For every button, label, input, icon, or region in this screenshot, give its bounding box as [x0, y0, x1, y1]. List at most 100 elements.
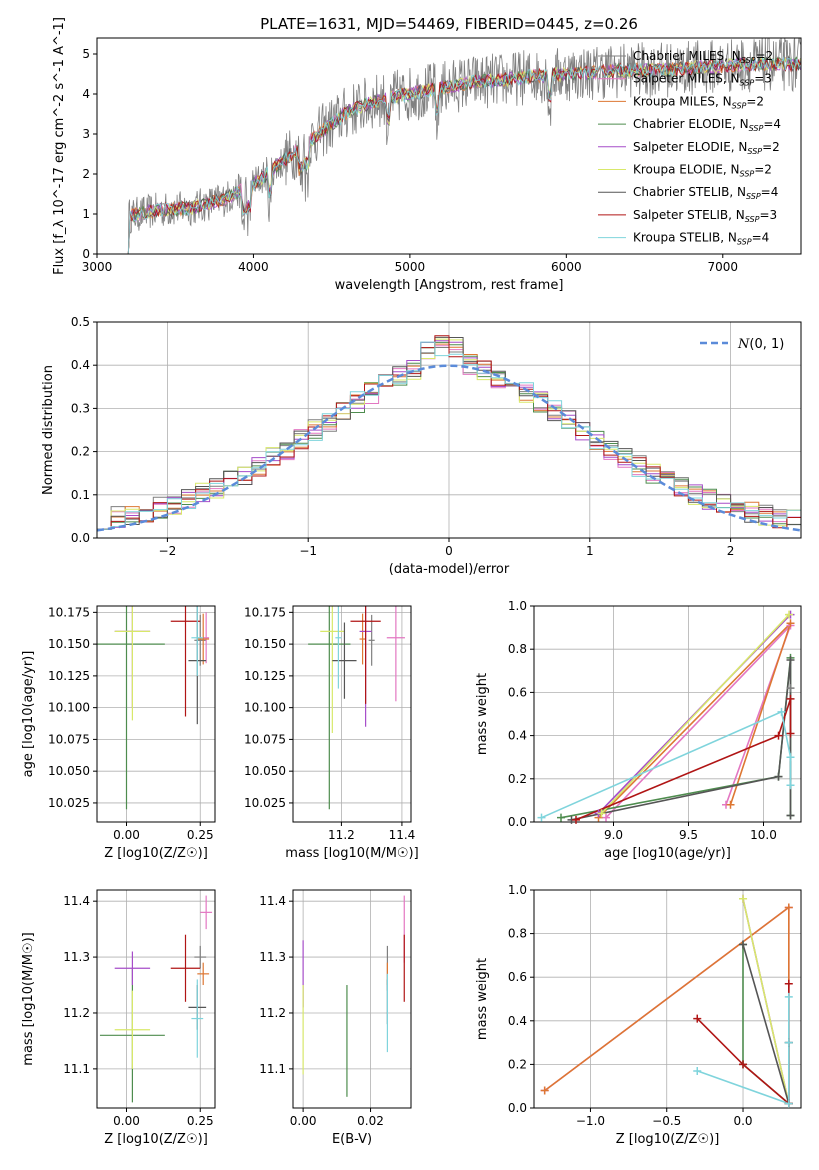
weight-marker-8 — [777, 707, 786, 716]
legend-entry: Salpeter STELIB, NSSP=3 — [633, 208, 777, 224]
weight-line-6 — [742, 944, 790, 1104]
plot-area — [127, 38, 801, 254]
y-tick-label: 0.6 — [508, 970, 527, 984]
y-tick-label: 10.125 — [48, 669, 90, 683]
y-tick-label: 0.2 — [508, 772, 527, 786]
weight-marker-8 — [786, 753, 795, 762]
y-tick-label: 0.5 — [71, 315, 90, 329]
residual-legend: N(0, 1) — [700, 337, 784, 352]
y-tick-label: 0.8 — [508, 642, 527, 656]
age-weight-plot: 9.0 9.5 10.0 0.0 0.2 0.4 0.6 0.8 1.0 age [log10(a… — [475, 599, 802, 861]
legend-entry: Chabrier STELIB, NSSP=4 — [633, 185, 778, 201]
legend-entry: Chabrier ELODIE, NSSP=4 — [633, 117, 781, 133]
y-tick-label: 0.8 — [508, 927, 527, 941]
y-tick-label: 10.050 — [244, 764, 286, 778]
spectrum-legend: Chabrier MILES, NSSP=2 Salpeter MILES, NS… — [598, 49, 781, 247]
x-axis-label: Z [log10(Z/Z☉)] — [616, 1132, 720, 1147]
normal-curve — [97, 364, 801, 532]
y-tick-label: 0.0 — [71, 531, 90, 545]
weight-marker-8 — [537, 813, 546, 822]
axes-frame — [96, 37, 802, 255]
y-tick-label: 1 — [82, 207, 90, 221]
weight-marker-8 — [784, 992, 793, 1001]
y-tick-label: 0.4 — [508, 729, 527, 743]
weight-marker-8 — [784, 1099, 793, 1108]
y-tick-label: 11.3 — [63, 950, 90, 964]
x-tick-label: 5000 — [395, 260, 426, 274]
x-tick-label: 0.00 — [290, 1114, 317, 1128]
y-axis-label: Normed distribution — [41, 365, 56, 495]
x-tick-label: 11.4 — [389, 828, 416, 842]
y-tick-label: 10.150 — [244, 637, 286, 651]
y-tick-label: 10.125 — [244, 669, 286, 683]
x-tick-label: 3000 — [82, 260, 113, 274]
legend-entry: Salpeter MILES, NSSP=3 — [633, 72, 772, 88]
weight-marker-8 — [784, 1038, 793, 1047]
x-tick-label: 6000 — [551, 260, 582, 274]
plot-area — [302, 895, 405, 1097]
legend-entry: Chabrier MILES, NSSP=2 — [633, 49, 773, 65]
y-tick-label: 0.0 — [508, 1101, 527, 1115]
y-tick-label: 11.3 — [259, 950, 286, 964]
x-tick-label: 0 — [445, 544, 453, 558]
x-tick-label: 0.02 — [357, 1114, 384, 1128]
x-tick-label: 0.0 — [733, 1114, 752, 1128]
x-axis-label: Z [log10(Z/Z☉)] — [104, 1132, 208, 1147]
observed-spectrum — [127, 38, 801, 254]
weight-marker-8 — [786, 781, 795, 790]
histogram-7 — [97, 335, 801, 530]
x-tick-label: 4000 — [238, 260, 269, 274]
spectrum-plot: 3000 4000 5000 6000 7000 0 1 2 3 4 5 wavelength [An… — [52, 17, 802, 293]
legend-entry: N(0, 1) — [737, 337, 784, 352]
weight-marker-7 — [739, 1060, 748, 1069]
residual-plot: −2 −1 0 1 2 0.0 0.1 0.2 0.3 0.4 0.5 (data-model)/er… — [41, 315, 802, 577]
y-tick-label: 2 — [82, 167, 90, 181]
y-tick-label: 0.1 — [71, 488, 90, 502]
weight-line-1 — [605, 624, 792, 819]
weight-marker-8 — [693, 1066, 702, 1075]
weight-marker-7 — [786, 694, 795, 703]
histogram-8 — [97, 341, 801, 530]
axes-frame — [533, 605, 802, 823]
x-axis-label: wavelength [Angstrom, rest frame] — [335, 278, 564, 293]
x-axis-label: mass [log10(M/M☉)] — [285, 846, 418, 861]
y-tick-label: 11.1 — [63, 1062, 90, 1076]
legend-entry: Kroupa STELIB, NSSP=4 — [633, 231, 769, 247]
weight-marker-5 — [739, 894, 748, 903]
weight-marker-2 — [540, 1086, 549, 1095]
y-tick-label: 10.050 — [48, 764, 90, 778]
axes-frame — [96, 605, 216, 823]
weight-marker-7 — [693, 1014, 702, 1023]
y-tick-label: 0.4 — [508, 1014, 527, 1028]
axes-frame — [292, 889, 412, 1109]
weight-line-5 — [600, 614, 790, 814]
x-tick-label: −1 — [299, 544, 317, 558]
x-tick-label: 0.00 — [113, 828, 140, 842]
weight-marker-2 — [726, 800, 735, 809]
x-tick-label: 1 — [586, 544, 594, 558]
weight-marker-0 — [786, 684, 795, 693]
y-axis-label: mass [log10(M/M☉)] — [21, 932, 36, 1065]
x-tick-label: −2 — [159, 544, 177, 558]
y-axis-label: mass weight — [475, 673, 490, 755]
y-tick-label: 11.1 — [259, 1062, 286, 1076]
y-tick-label: 0.4 — [71, 358, 90, 372]
weight-line-7 — [575, 698, 792, 821]
x-tick-label: 0.00 — [113, 1114, 140, 1128]
x-tick-label: 7000 — [708, 260, 739, 274]
y-tick-label: 10.075 — [244, 732, 286, 746]
x-tick-label: −1.0 — [576, 1114, 605, 1128]
y-tick-label: 10.150 — [48, 637, 90, 651]
y-tick-label: 1.0 — [508, 883, 527, 897]
weight-line-8 — [697, 996, 790, 1105]
figure-title: PLATE=1631, MJD=54469, FIBERID=0445, z=0… — [260, 15, 638, 33]
x-tick-label: 11.2 — [328, 828, 355, 842]
legend-entry: Salpeter ELODIE, NSSP=2 — [633, 140, 780, 156]
plot-area — [99, 895, 213, 1103]
weight-marker-6 — [786, 656, 795, 664]
y-tick-label: 0.6 — [508, 685, 527, 699]
y-tick-label: 5 — [82, 47, 90, 61]
x-tick-label: 0.25 — [187, 1114, 214, 1128]
x-axis-label: (data-model)/error — [389, 562, 510, 577]
